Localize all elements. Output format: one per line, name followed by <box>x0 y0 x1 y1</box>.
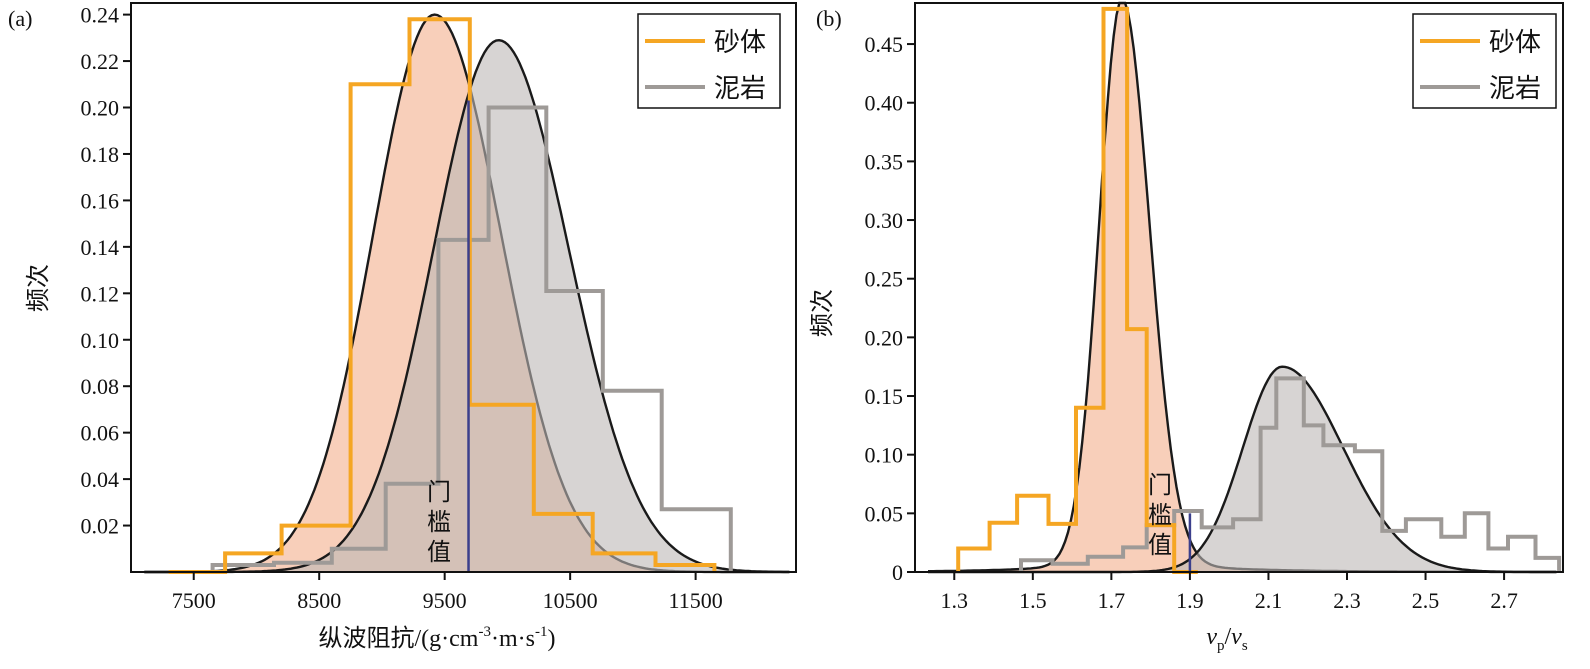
y-tick-label: 0.25 <box>865 267 904 292</box>
x-tick-label: 9500 <box>423 588 467 613</box>
panel-b-vp-vs: (b) 频次 vp/vs 门槛值 1.3 1.5 1.7 1.9 2.1 2.3 2.5 2.… <box>809 1 1564 654</box>
x-axis-label-b: vp/vs <box>1206 624 1247 654</box>
x-tick-label: 11500 <box>669 588 723 613</box>
x-tick-label: 1.5 <box>1019 588 1047 613</box>
y-ticks-a: 0.02 0.04 0.06 0.08 0.10 0.12 0.14 0.16 0.18 0.20… <box>81 3 131 539</box>
y-tick-label: 0.06 <box>81 421 120 446</box>
x-tick-label: 2.3 <box>1333 588 1361 613</box>
histograms-b <box>956 6 1562 574</box>
panel-label-a: (a) <box>8 6 32 31</box>
y-tick-label: 0.20 <box>81 96 120 121</box>
y-tick-label: 0.35 <box>865 149 904 174</box>
legend-b: 砂体 泥岩 <box>1412 13 1557 109</box>
legend-label-sand-b: 砂体 <box>1489 28 1541 57</box>
density-fill-sand-b <box>928 3 1557 572</box>
y-tick-label: 0 <box>892 560 903 585</box>
panel-label-b: (b) <box>816 6 842 31</box>
y-tick-label: 0.04 <box>81 467 120 492</box>
density-fill-mudstone-b <box>928 366 1557 572</box>
x-tick-label: 2.5 <box>1412 588 1440 613</box>
y-tick-label: 0.40 <box>865 91 904 116</box>
histograms-a <box>168 17 733 574</box>
legend-label-sand-a: 砂体 <box>714 28 766 57</box>
y-tick-label: 0.22 <box>81 49 120 74</box>
threshold-b: 门槛值 <box>1148 472 1192 572</box>
y-ticks-b: 0 0.05 0.10 0.15 0.20 0.25 0.30 0.35 0.40 0.45 <box>865 32 915 585</box>
y-tick-label: 0.24 <box>81 3 120 28</box>
y-tick-label: 0.16 <box>81 188 120 213</box>
y-tick-label: 0.12 <box>81 281 120 306</box>
x-tick-label: 1.9 <box>1176 588 1204 613</box>
y-axis-label-a: 频次 <box>25 264 52 312</box>
y-tick-label: 0.30 <box>865 208 904 233</box>
y-tick-label: 0.14 <box>81 235 120 260</box>
y-tick-label: 0.05 <box>865 501 904 526</box>
x-ticks-b: 1.3 1.5 1.7 1.9 2.1 2.3 2.5 2.7 <box>941 572 1518 613</box>
y-tick-label: 0.10 <box>81 328 120 353</box>
histogram-mudstone-b <box>1019 376 1562 572</box>
histogram-mudstone-a <box>210 105 733 572</box>
y-axis-label-b: 频次 <box>809 289 836 337</box>
y-tick-label: 0.10 <box>865 443 904 468</box>
y-tick-label: 0.08 <box>81 374 120 399</box>
x-axis-label-a: 纵波阻抗/(g·cm-3·m·s-1) <box>319 624 556 652</box>
panel-a-vp-impedance: (a) 频次 纵波阻抗/(g·cm-3·m·s-1) 门槛值 7500 8500 9… <box>8 2 797 652</box>
density-fill-mudstone-a <box>144 40 790 572</box>
x-tick-label: 7500 <box>172 588 216 613</box>
x-tick-label: 10500 <box>543 588 598 613</box>
plot-frame-a <box>130 2 797 573</box>
threshold-label-b: 门槛值 <box>1148 472 1172 559</box>
y-tick-label: 0.45 <box>865 32 904 57</box>
legend-label-mudstone-a: 泥岩 <box>714 74 766 103</box>
x-tick-label: 8500 <box>297 588 341 613</box>
y-tick-label: 0.15 <box>865 384 904 409</box>
y-tick-label: 0.18 <box>81 142 120 167</box>
histogram-sand-a <box>168 17 717 574</box>
y-tick-label: 0.02 <box>81 514 120 539</box>
legend-box-a <box>637 13 781 109</box>
threshold-a: 门槛值 <box>427 100 470 572</box>
legend-a: 砂体 泥岩 <box>637 13 781 109</box>
legend-box-b <box>1412 13 1557 109</box>
legend-label-mudstone-b: 泥岩 <box>1489 74 1541 103</box>
y-tick-label: 0.20 <box>865 325 904 350</box>
x-tick-label: 1.3 <box>941 588 969 613</box>
x-tick-label: 2.7 <box>1490 588 1518 613</box>
x-tick-label: 1.7 <box>1098 588 1126 613</box>
x-tick-label: 2.1 <box>1255 588 1283 613</box>
histogram-sand-b <box>956 6 1198 574</box>
plot-frame-b <box>914 2 1564 573</box>
x-ticks-a: 7500 8500 9500 10500 11500 <box>172 572 723 613</box>
threshold-label-a: 门槛值 <box>427 479 451 566</box>
